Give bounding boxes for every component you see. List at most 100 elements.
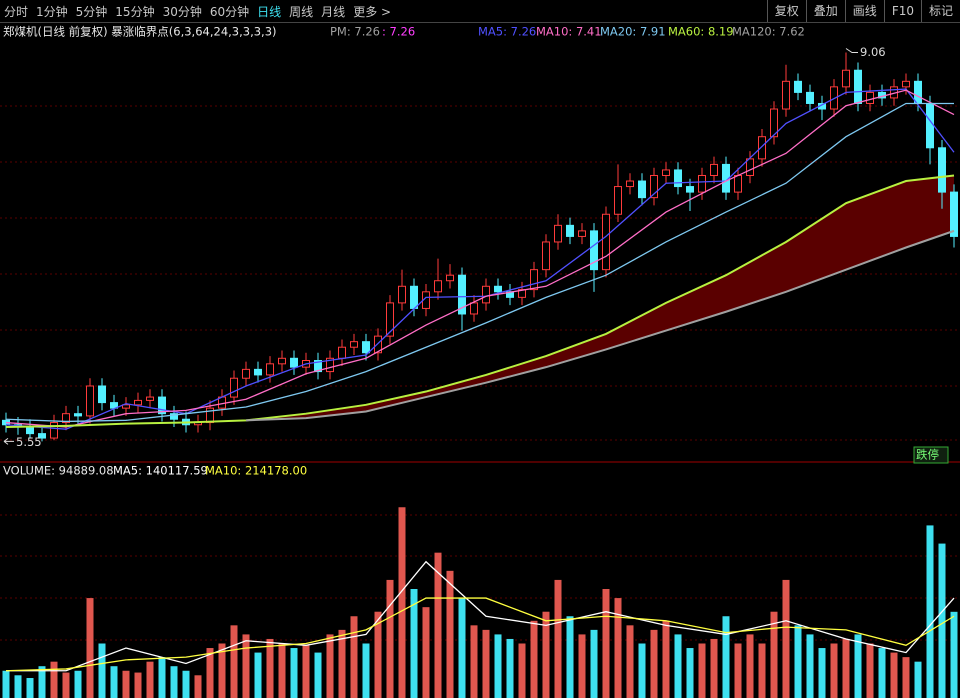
legend-entry: MA120: 7.62 (732, 25, 805, 39)
arrow (3, 437, 14, 445)
candle-body (638, 180, 646, 199)
volume-bar (218, 643, 226, 698)
volume-bar (62, 672, 70, 698)
volume-bar (74, 670, 82, 698)
ma-line (5, 597, 955, 672)
candle-body (86, 385, 94, 417)
candle-body (62, 413, 70, 424)
period-tab[interactable]: 周线 (289, 4, 314, 19)
volume-bar (2, 670, 10, 698)
candle-body (926, 102, 934, 149)
candle-body (470, 302, 478, 315)
candle-body (578, 230, 586, 237)
volume-bar (254, 652, 262, 698)
volume-bar (182, 670, 190, 698)
volume-bar (674, 634, 682, 698)
candle-body (362, 341, 370, 354)
candle-body (338, 346, 346, 359)
period-tab[interactable]: 15分钟 (115, 4, 155, 19)
volume-bar (782, 579, 790, 698)
periods: 分时 1分钟 5分钟 15分钟 30分钟 60分钟 日线 周线 月线 更多 > (0, 3, 395, 20)
period-tab[interactable]: 日线 (257, 4, 282, 19)
legend-entry: MA5: 140117.59 (113, 464, 208, 478)
period-tab[interactable]: 更多 > (353, 4, 392, 19)
candle-body (242, 368, 250, 379)
tool-button[interactable]: 标记 (920, 0, 960, 22)
volume-bar (482, 629, 490, 698)
volume-bar (86, 598, 94, 698)
volume-bar (38, 666, 46, 698)
candle-body (38, 433, 46, 439)
candle-body (806, 91, 814, 104)
volume-bar (326, 634, 334, 698)
volume-title: VOLUME: 94889.08 (3, 464, 114, 478)
volume-bar (230, 625, 238, 698)
volume-bar (542, 611, 550, 698)
candle-body (170, 413, 178, 420)
candle-body (98, 385, 106, 404)
candle-body (374, 335, 382, 354)
legend-entry: MA5: 7.26 (478, 25, 536, 39)
candle-body (254, 368, 262, 376)
volume-bar (758, 643, 766, 698)
volume-bar (458, 598, 466, 698)
candle-body (494, 285, 502, 293)
volume-bar (554, 579, 562, 698)
legend-entry: MA10: 214178.00 (205, 464, 307, 478)
candle-body (314, 360, 322, 373)
volume-bar (14, 675, 22, 698)
volume-bar (98, 643, 106, 698)
candle-body (518, 289, 526, 298)
tool-button[interactable]: F10 (883, 0, 921, 22)
tool-button[interactable]: 叠加 (805, 0, 845, 22)
period-tab[interactable]: 5分钟 (75, 4, 108, 19)
candle-body (50, 422, 58, 439)
period-tab[interactable]: 60分钟 (209, 4, 250, 19)
candle-body (914, 80, 922, 104)
volume-bar (362, 643, 370, 698)
legend-extra: PM: 7.26 (330, 25, 380, 39)
volume-bar (602, 589, 610, 698)
candle-body (950, 191, 958, 237)
candle-body (134, 399, 142, 406)
period-tab[interactable]: 1分钟 (36, 4, 68, 19)
volume-bar (422, 607, 430, 698)
tool-button[interactable]: 复权 (766, 0, 806, 22)
candle-body (650, 174, 658, 199)
candle-body (482, 285, 490, 304)
candle-body (554, 224, 562, 243)
legend-entry: MA10: 7.41 (536, 25, 602, 39)
tool-button[interactable]: 画线 (844, 0, 884, 22)
volume-bar (854, 634, 862, 698)
volume-bar (578, 634, 586, 698)
volume-bar (386, 579, 394, 698)
period-tab[interactable]: 分时 (4, 4, 29, 19)
volume-bar (242, 634, 250, 698)
volume-bar (590, 629, 598, 698)
period-tab[interactable]: 30分钟 (162, 4, 202, 19)
candle-body (746, 158, 754, 176)
candle-body (326, 357, 334, 373)
ma-line (5, 174, 955, 428)
candle-body (266, 363, 274, 376)
candle-body (278, 357, 286, 365)
candle-body (290, 357, 298, 368)
period-tab[interactable]: 月线 (321, 4, 346, 19)
button[interactable]: 跌停 (916, 448, 939, 462)
volume-bar (398, 507, 406, 698)
volume-bar (866, 643, 874, 698)
volume-bar (662, 620, 670, 698)
volume-bar (530, 620, 538, 698)
volume-bar (446, 570, 454, 698)
ma-line (5, 102, 954, 423)
candle-body (626, 180, 634, 188)
volume-bar (830, 643, 838, 698)
candle-body (770, 108, 778, 138)
volume-bar (842, 638, 850, 698)
volume-bar (770, 611, 778, 698)
candle-body (734, 174, 742, 193)
volume-bar (626, 625, 634, 698)
volume-bar (902, 657, 910, 698)
volume-bar (518, 643, 526, 698)
candle-body (902, 80, 910, 88)
